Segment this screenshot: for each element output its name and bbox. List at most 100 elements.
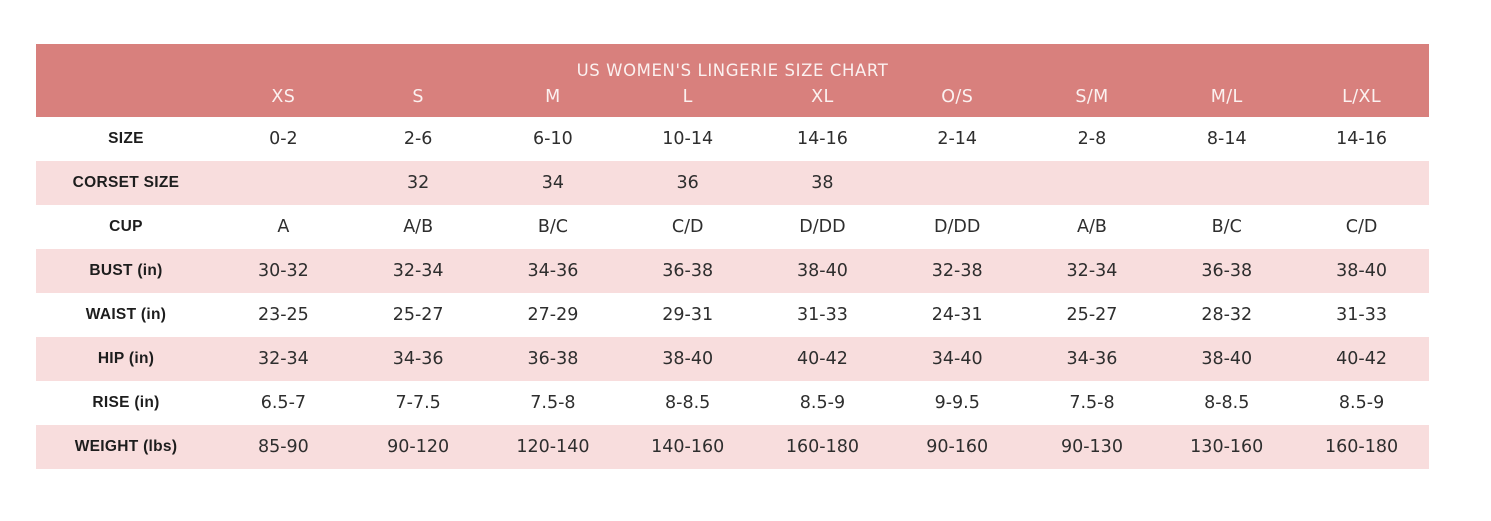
row-label: CORSET SIZE	[72, 174, 180, 191]
table-cell: 32-34	[1066, 261, 1118, 281]
table-cell: 14-16	[797, 129, 848, 149]
table-cell: 27-29	[527, 305, 579, 325]
table-row: HIP (in) 32-34 34-36 36-38 38-40 40-42 34-40 34…	[36, 337, 1429, 381]
table-cell: 31-33	[1336, 305, 1387, 325]
row-label: SIZE	[108, 130, 144, 147]
table-cell: 38-40	[797, 261, 848, 281]
table-cell: 120-140	[516, 437, 590, 457]
table-cell: 160-180	[1325, 437, 1399, 457]
table-cell: 24-31	[931, 305, 983, 325]
table-cell: 8.5-9	[799, 393, 846, 413]
table-cell: 7.5-8	[1069, 393, 1115, 413]
table-cell: 34-36	[1066, 349, 1118, 369]
column-header: M	[485, 80, 621, 117]
lingerie-size-chart-table: US WOMEN'S LINGERIE SIZE CHART XS S M L XL O/…	[36, 44, 1429, 469]
table-row: WAIST (in) 23-25 25-27 27-29 29-31 31-33 24-31…	[36, 293, 1429, 337]
table-cell: 30-32	[257, 261, 309, 281]
column-header: O/S	[889, 80, 1025, 117]
table-cell: 38-40	[662, 349, 714, 369]
table-cell: 2-8	[1077, 129, 1107, 149]
table-cell: 38-40	[1201, 349, 1253, 369]
table-cell	[1294, 161, 1429, 205]
table-cell	[216, 161, 351, 205]
table-cell: 36-38	[1201, 261, 1253, 281]
table-cell: 160-180	[785, 437, 859, 457]
table-cell: 9-9.5	[934, 393, 980, 413]
table-cell: 38	[811, 173, 834, 193]
table-cell: 8-8.5	[1204, 393, 1250, 413]
column-header-row: XS S M L XL O/S S/M M/L L/XL	[36, 80, 1429, 117]
table-cell: 90-160	[926, 437, 989, 457]
table-cell: D/DD	[934, 217, 981, 237]
column-header: S/M	[1024, 80, 1160, 117]
table-cell: 34-36	[527, 261, 579, 281]
table-body: SIZE 0-2 2-6 6-10 10-14 14-16 2-14 2-8 8-14 14-16…	[36, 117, 1429, 469]
column-header: XL	[755, 80, 890, 117]
table-cell: B/C	[1211, 217, 1242, 237]
table-cell: 40-42	[1336, 349, 1387, 369]
table-row: WEIGHT (lbs) 85-90 90-120 120-140 140-160 160…	[36, 425, 1429, 469]
table-row: BUST (in) 30-32 32-34 34-36 36-38 38-40 32-38 3…	[36, 249, 1429, 293]
table-cell: 25-27	[1066, 305, 1118, 325]
table-cell: 0-2	[269, 129, 298, 149]
table-cell: C/D	[1345, 217, 1378, 237]
table-cell: 32-34	[257, 349, 309, 369]
row-label-header-blank	[36, 80, 216, 117]
table-cell: 7-7.5	[395, 393, 441, 413]
table-cell: 90-130	[1060, 437, 1123, 457]
table-cell: 25-27	[392, 305, 444, 325]
table-row: CORSET SIZE 32 34 36 38	[36, 161, 1429, 205]
table-cell	[1159, 161, 1294, 205]
row-label: HIP (in)	[97, 350, 155, 367]
table-cell: 34-40	[931, 349, 983, 369]
column-header: L/XL	[1294, 80, 1429, 117]
table-row: SIZE 0-2 2-6 6-10 10-14 14-16 2-14 2-8 8-14 14-16	[36, 117, 1429, 161]
table-cell: 29-31	[662, 305, 714, 325]
table-cell: 6.5-7	[260, 393, 307, 413]
table-cell: 38-40	[1336, 261, 1387, 281]
column-header: L	[620, 80, 756, 117]
column-header: M/L	[1159, 80, 1295, 117]
column-header: XS	[216, 80, 351, 117]
table-cell: 32	[407, 173, 430, 193]
row-label: WAIST (in)	[85, 306, 167, 323]
table-cell: 90-120	[387, 437, 450, 457]
table-cell: A/B	[403, 217, 434, 237]
table-cell: 23-25	[257, 305, 309, 325]
table-cell: 14-16	[1336, 129, 1387, 149]
table-cell: 6-10	[533, 129, 573, 149]
table-cell: C/D	[671, 217, 704, 237]
table-cell: 40-42	[797, 349, 848, 369]
table-cell: 2-14	[937, 129, 978, 149]
table-cell: 8-14	[1206, 129, 1247, 149]
table-cell: 32-38	[931, 261, 983, 281]
table-cell: 36-38	[527, 349, 579, 369]
table-cell: 7.5-8	[530, 393, 576, 413]
table-cell	[890, 161, 1025, 205]
row-label: RISE (in)	[92, 394, 160, 411]
table-cell	[1025, 161, 1160, 205]
table-cell: 2-6	[403, 129, 433, 149]
table-cell: A	[277, 217, 290, 237]
table-row: RISE (in) 6.5-7 7-7.5 7.5-8 8-8.5 8.5-9 9-9.5 7…	[36, 381, 1429, 425]
table-header: US WOMEN'S LINGERIE SIZE CHART XS S M L XL O/…	[36, 44, 1429, 117]
row-label: BUST (in)	[89, 262, 163, 279]
table-cell: 130-160	[1190, 437, 1264, 457]
table-row: CUP A A/B B/C C/D D/DD D/DD A/B B/C C/D	[36, 205, 1429, 249]
table-cell: 85-90	[257, 437, 309, 457]
table-cell: 10-14	[662, 129, 714, 149]
table-cell: 8-8.5	[665, 393, 711, 413]
table-cell: 8.5-9	[1338, 393, 1385, 413]
title-row: US WOMEN'S LINGERIE SIZE CHART	[36, 44, 1429, 80]
table-cell: 28-32	[1201, 305, 1253, 325]
row-label: WEIGHT (lbs)	[74, 438, 178, 455]
table-cell: 36-38	[662, 261, 714, 281]
table-cell: 36	[676, 173, 699, 193]
row-label: CUP	[109, 218, 143, 235]
table-cell: 31-33	[797, 305, 848, 325]
table-cell: 140-160	[651, 437, 725, 457]
table-cell: B/C	[537, 217, 568, 237]
table-cell: D/DD	[799, 217, 846, 237]
table-cell: 32-34	[392, 261, 444, 281]
